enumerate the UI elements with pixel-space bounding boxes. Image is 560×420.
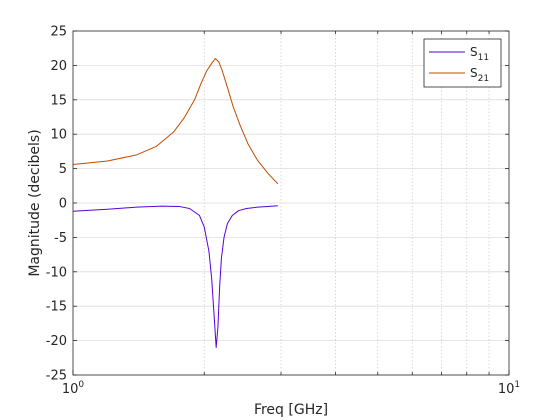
y-axis-label: Magnitude (decibels) — [27, 129, 43, 276]
plot-frame — [72, 30, 510, 376]
y-tick-label: -20 — [46, 334, 67, 349]
y-tick-label: 10 — [50, 128, 67, 143]
x-tick-label: 101 — [498, 380, 520, 397]
legend-label-s21: S21 — [470, 66, 489, 84]
y-tick-label: 20 — [50, 59, 67, 74]
y-tick-label: 25 — [50, 25, 67, 40]
y-tick-label: -15 — [46, 300, 67, 315]
y-tick-label: -5 — [54, 231, 67, 246]
series-line-s11 — [72, 205, 278, 348]
y-tick-label: -25 — [46, 369, 67, 384]
axis-ticks: -25 -20 -15 -10 -5 0 5 10 15 20 25 100 101 — [46, 25, 520, 398]
y-tick-label: -10 — [46, 265, 67, 280]
x-tick-label: 100 — [62, 380, 85, 397]
x-axis-label: Freq [GHz] — [254, 402, 328, 418]
y-tick-label: 15 — [50, 93, 67, 108]
legend: S11 S21 — [423, 38, 502, 88]
y-tick-label: 5 — [59, 162, 67, 177]
y-tick-label: 0 — [59, 197, 67, 212]
legend-box — [423, 38, 502, 88]
legend-label-s11: S11 — [470, 45, 489, 63]
series-line-s21 — [72, 58, 279, 185]
series-lines — [72, 58, 279, 348]
